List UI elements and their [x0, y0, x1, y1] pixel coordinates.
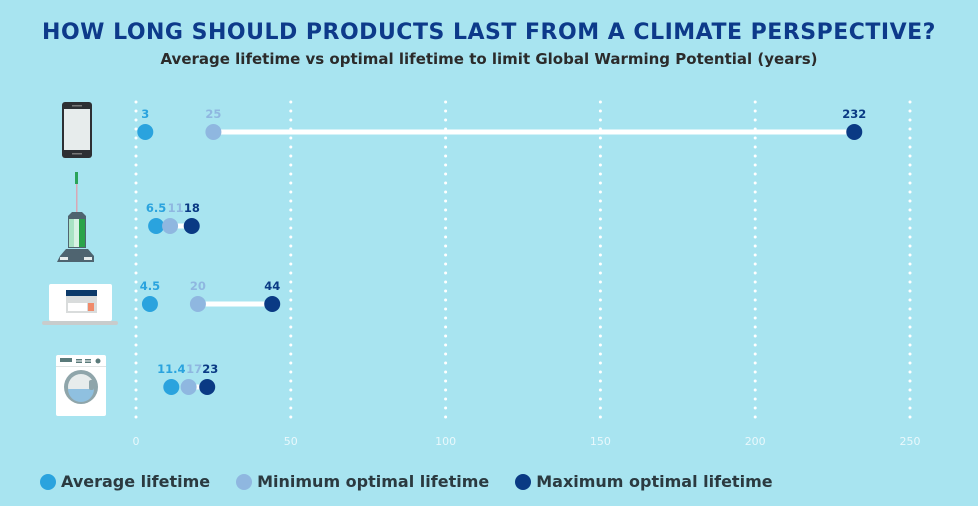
maximum-point: [264, 296, 281, 312]
row-laptop: 4.5 20 44: [140, 279, 280, 312]
minimum-point: [162, 218, 179, 234]
average-point: [137, 124, 154, 140]
x-tick-label: 150: [590, 435, 611, 448]
chart-title: HOW LONG SHOULD PRODUCTS LAST FROM A CLI…: [42, 20, 936, 45]
row-vacuum-cleaner: 6.5 11 18: [146, 201, 200, 234]
legend-swatch-maximum: [515, 473, 532, 490]
legend-label: Maximum optimal lifetime: [536, 472, 773, 491]
legend-label: Minimum optimal lifetime: [257, 472, 490, 491]
laptop-icon: [42, 284, 118, 325]
smartphone-icon: [62, 102, 92, 158]
minimum-data-label: 20: [190, 279, 206, 293]
washing-machine-icon: [56, 355, 106, 416]
average-point: [148, 218, 165, 234]
row-smartphone: 3 25 232: [137, 107, 866, 140]
maximum-point: [199, 379, 216, 395]
average-data-label: 6.5: [146, 201, 166, 215]
average-data-label: 4.5: [140, 279, 160, 293]
legend-swatch-minimum: [236, 473, 253, 490]
average-data-label: 11.4: [157, 362, 185, 376]
maximum-point: [183, 218, 200, 234]
minimum-data-label: 17: [186, 362, 202, 376]
row-washing-machine: 11.4 17 23: [157, 362, 218, 395]
legend-item-maximum: Maximum optimal lifetime: [515, 472, 773, 491]
legend-item-minimum: Minimum optimal lifetime: [236, 472, 489, 491]
maximum-point: [846, 124, 863, 140]
legend-label: Average lifetime: [61, 472, 211, 491]
minimum-point: [205, 124, 222, 140]
maximum-data-label: 23: [202, 362, 218, 376]
maximum-data-label: 232: [842, 107, 866, 121]
minimum-point: [180, 379, 197, 395]
minimum-data-label: 11: [168, 201, 184, 215]
maximum-data-label: 44: [264, 279, 280, 293]
vacuum-cleaner-icon: [57, 172, 94, 262]
x-tick-label: 0: [133, 435, 140, 448]
minimum-data-label: 25: [205, 107, 221, 121]
x-tick-label: 200: [745, 435, 766, 448]
x-tick-label: 250: [900, 435, 921, 448]
average-data-label: 3: [141, 107, 149, 121]
x-tick-label: 100: [435, 435, 456, 448]
x-tick-label: 50: [284, 435, 298, 448]
chart-subtitle: Average lifetime vs optimal lifetime to …: [160, 50, 818, 68]
legend: Average lifetime Minimum optimal lifetim…: [40, 472, 799, 491]
minimum-point: [189, 296, 206, 312]
legend-item-average: Average lifetime: [40, 472, 210, 491]
average-point: [141, 296, 158, 312]
maximum-data-label: 18: [184, 201, 200, 215]
legend-swatch-average: [40, 473, 56, 490]
average-point: [163, 379, 180, 395]
